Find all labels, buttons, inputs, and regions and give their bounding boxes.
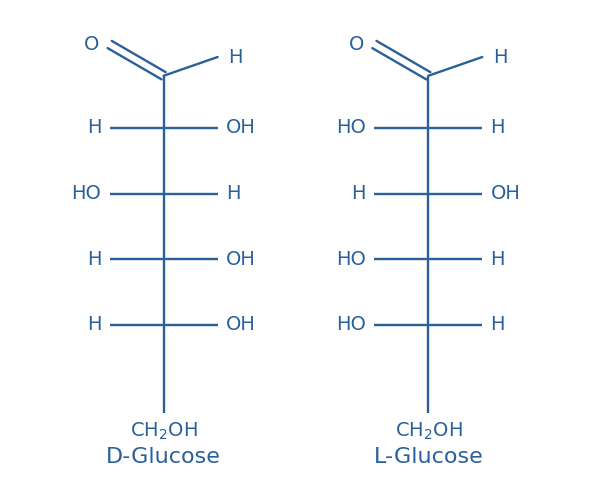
Text: HO: HO [336, 315, 366, 335]
Text: HO: HO [336, 250, 366, 269]
Text: H: H [228, 48, 243, 67]
Text: H: H [491, 119, 505, 137]
Text: H: H [491, 315, 505, 335]
Text: O: O [84, 35, 99, 54]
Text: OH: OH [226, 315, 256, 335]
Text: D-Glucose: D-Glucose [106, 447, 221, 467]
Text: H: H [226, 184, 240, 203]
Text: HO: HO [336, 119, 366, 137]
Text: CH$_2$OH: CH$_2$OH [130, 421, 198, 442]
Text: L-Glucose: L-Glucose [374, 447, 483, 467]
Text: OH: OH [226, 119, 256, 137]
Text: H: H [491, 250, 505, 269]
Text: H: H [87, 315, 101, 335]
Text: CH$_2$OH: CH$_2$OH [394, 421, 462, 442]
Text: H: H [352, 184, 366, 203]
Text: OH: OH [226, 250, 256, 269]
Text: OH: OH [491, 184, 520, 203]
Text: H: H [87, 119, 101, 137]
Text: H: H [493, 48, 507, 67]
Text: HO: HO [72, 184, 101, 203]
Text: H: H [87, 250, 101, 269]
Text: O: O [349, 35, 364, 54]
